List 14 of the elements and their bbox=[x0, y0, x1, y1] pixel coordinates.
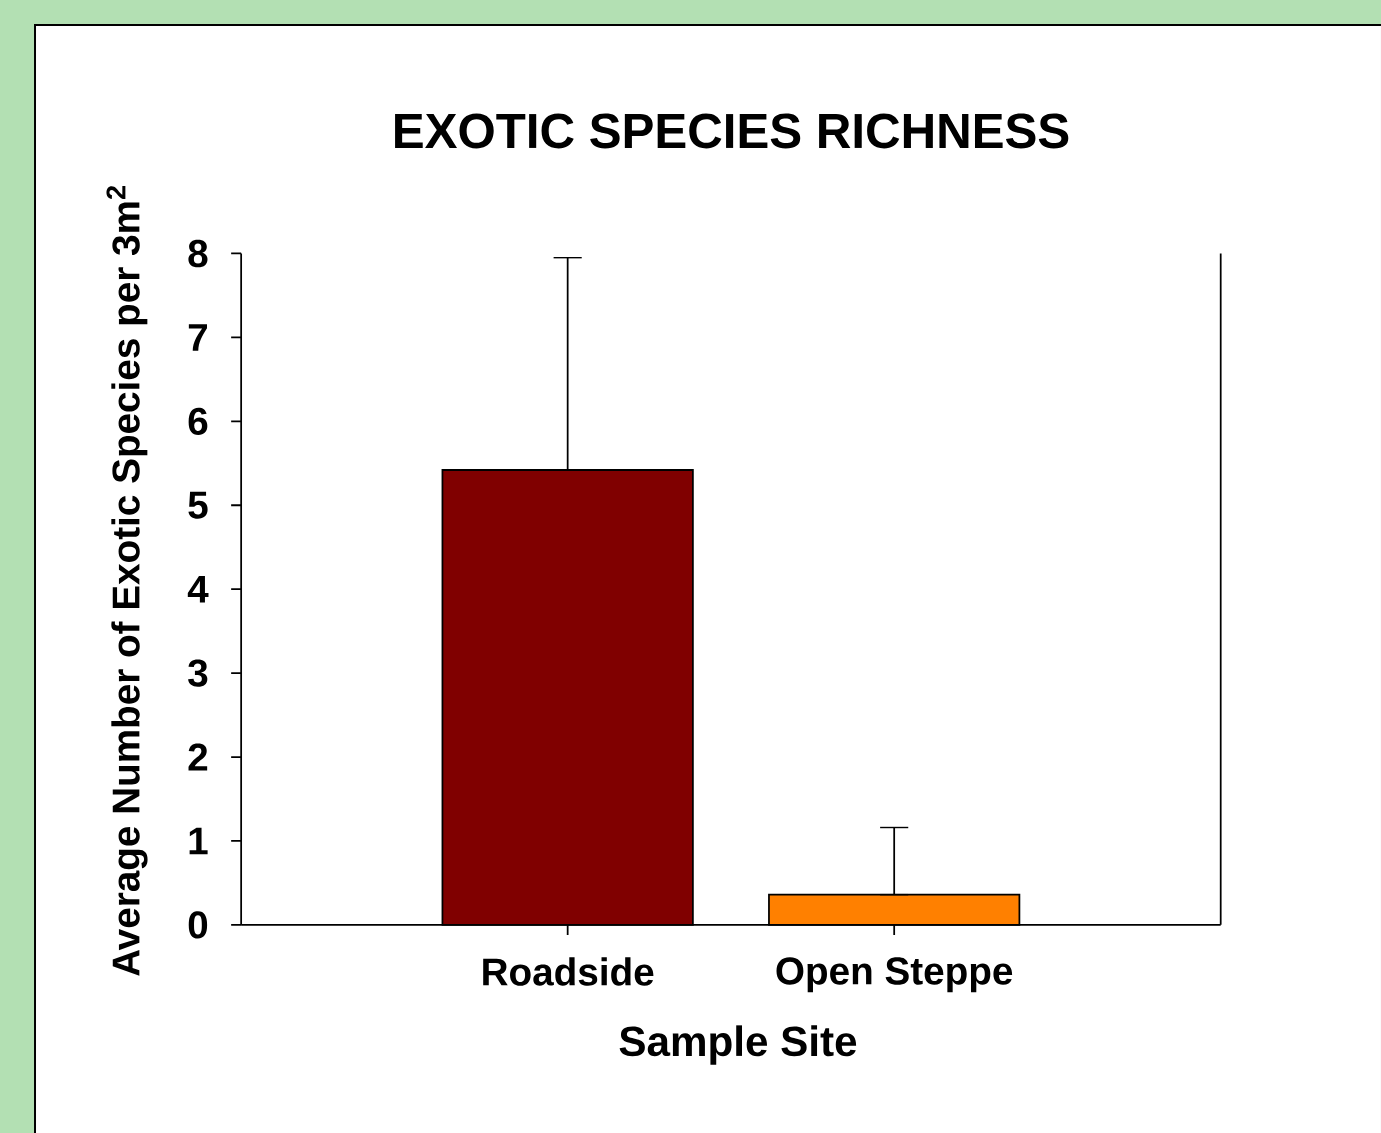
y-tick-label: 1 bbox=[189, 827, 208, 855]
y-tick-label: 5 bbox=[188, 491, 208, 519]
chart-title: EXOTIC SPECIES RICHNESS bbox=[395, 113, 1069, 149]
y-tick-label: 3 bbox=[188, 659, 208, 687]
y-tick-label: 6 bbox=[188, 407, 208, 436]
x-tick-label: Roadside bbox=[483, 957, 654, 986]
x-axis-title: Sample Site bbox=[619, 1025, 857, 1065]
y-tick-label: 0 bbox=[188, 911, 208, 939]
y-tick-label: 8 bbox=[188, 239, 208, 268]
y-tick-label: 2 bbox=[188, 743, 208, 771]
y-tick-label: 4 bbox=[187, 575, 209, 603]
x-tick-label: Open Steppe bbox=[776, 957, 1013, 993]
y-axis-title: Average Number of Exotic Species per 3m$^{2}$ bbox=[106, 186, 148, 976]
y-tick-label: 7 bbox=[188, 324, 207, 351]
